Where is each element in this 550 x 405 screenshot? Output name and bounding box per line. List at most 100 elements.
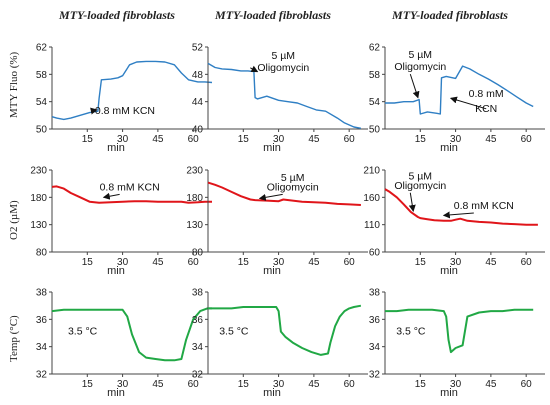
fluo-both-y-tick-label: 62 <box>369 43 381 54</box>
temp-1-y-tick-label: 38 <box>36 288 48 299</box>
fluo-oligo-y-tick-label: 48 <box>192 70 204 81</box>
o2-kcn-annotation: 0.8 mM KCN <box>100 181 160 193</box>
temp-2-x-tick-label: 30 <box>273 379 285 390</box>
o2-both-annotation: 5 µM <box>409 170 433 182</box>
temp-3-x-tick-label: 60 <box>521 379 533 390</box>
o2-kcn-y-tick-label: 130 <box>30 220 47 231</box>
o2-both-x-tick-label: 15 <box>415 257 427 268</box>
o2-both-y-tick-label: 160 <box>363 193 380 204</box>
temp-3-y-tick-label: 32 <box>369 370 381 381</box>
o2-kcn-x-label: min <box>107 265 125 277</box>
o2-oligo-x-tick-label: 60 <box>344 257 356 268</box>
o2-both-annotation-arrow <box>408 192 416 212</box>
temp-2-x-tick-label: 60 <box>344 379 356 390</box>
fluo-both-annotation: Oligomycin <box>394 61 446 73</box>
fluo-both-annotation: 5 µM <box>409 49 433 61</box>
fluo-both-x-tick-label: 45 <box>485 134 497 145</box>
fluo-oligo-y-tick-label: 40 <box>192 125 204 136</box>
fluo-both-x-tick-label: 60 <box>521 134 533 145</box>
fluo-kcn-x-tick-label: 60 <box>188 134 200 145</box>
column-title-2: MTY-loaded fibroblasts <box>215 8 331 22</box>
fluo-both-y-tick-label: 54 <box>369 97 381 108</box>
o2-both-series-line <box>384 188 538 226</box>
fluo-both-series-line <box>385 65 534 115</box>
fluo-kcn-x-tick-label: 15 <box>82 134 94 145</box>
temp-1-x-tick-label: 45 <box>152 379 164 390</box>
o2-both-x-tick-label: 30 <box>450 257 462 268</box>
temp-2-annotation: 3.5 °C <box>219 325 249 337</box>
o2-both-y-tick-label: 110 <box>364 220 380 231</box>
temp-3-annotation: 3.5 °C <box>396 325 426 337</box>
o2-both-y-tick-label: 210 <box>363 166 380 177</box>
o2-oligo-x-tick-label: 45 <box>308 257 320 268</box>
column-title-3: MTY-loaded fibroblasts <box>392 8 508 22</box>
o2-both-annotation: 0.8 mM KCN <box>454 200 514 212</box>
o2-oligo-y-tick-label: 80 <box>192 248 204 259</box>
temp-2-x-tick-label: 15 <box>238 379 250 390</box>
o2-kcn-x-tick-label: 45 <box>152 257 164 268</box>
o2-both-annotation-arrow <box>442 211 474 219</box>
fluo-kcn-y-tick-label: 58 <box>36 70 48 81</box>
temp-1-series-line <box>51 307 212 362</box>
o2-both-y-tick-label: 60 <box>369 248 381 259</box>
fluo-both-x-label: min <box>440 142 458 154</box>
o2-both-x-tick-label: 45 <box>485 257 497 268</box>
temp-2-x-label: min <box>263 387 281 399</box>
temp-2-y-tick-label: 36 <box>192 315 204 326</box>
fluo-oligo-annotation-arrow <box>250 65 259 73</box>
o2-kcn-annotation-arrow <box>102 192 120 200</box>
fluo-both-y-tick-label: 58 <box>369 70 381 81</box>
temp-1-x-label: min <box>107 387 125 399</box>
fluo-both-y-tick-label: 50 <box>369 125 381 136</box>
fluo-kcn-y-tick-label: 54 <box>36 97 48 108</box>
temp-3-y-tick-label: 34 <box>369 342 381 353</box>
fluo-kcn-series-line <box>51 60 213 121</box>
fluo-kcn-y-tick-label: 62 <box>36 43 48 54</box>
fluo-kcn-x-label: min <box>107 142 125 154</box>
fluo-kcn-x-tick-label: 45 <box>152 134 164 145</box>
fluo-oligo-series-line <box>207 62 362 129</box>
fluo-both-x-tick-label: 15 <box>415 134 427 145</box>
fluo-kcn-x-tick-label: 30 <box>117 134 129 145</box>
fluo-kcn-annotation-arrow <box>90 107 98 115</box>
fluo-both-annotation: 0.8 mM <box>469 88 504 100</box>
fluo-oligo-x-tick-label: 30 <box>273 134 285 145</box>
fluo-oligo-x-tick-label: 60 <box>344 134 356 145</box>
temp-3-series-line <box>385 308 534 354</box>
temp-3-x-tick-label: 15 <box>415 379 427 390</box>
fluo-oligo-y-tick-label: 44 <box>192 97 204 108</box>
o2-oligo-y-tick-label: 230 <box>186 166 203 177</box>
o2-oligo-annotation-arrow <box>258 193 283 201</box>
temp-3-x-label: min <box>440 387 458 399</box>
fluo-kcn-annotation: 0.8 mM KCN <box>95 105 155 117</box>
temp-3-x-tick-label: 45 <box>485 379 497 390</box>
temp-3-y-tick-label: 38 <box>369 288 381 299</box>
o2-kcn-y-tick-label: 80 <box>36 248 48 259</box>
fluo-oligo-annotation: 5 µM <box>272 50 296 62</box>
temp-3-y-tick-label: 36 <box>369 315 381 326</box>
o2-kcn-y-tick-label: 230 <box>30 166 47 177</box>
temp-3-x-tick-label: 30 <box>450 379 462 390</box>
temp-1-x-tick-label: 30 <box>117 379 129 390</box>
fluo-kcn-y-tick-label: 50 <box>36 125 48 136</box>
o2-kcn-series-line <box>51 185 212 204</box>
temp-2-y-tick-label: 32 <box>192 370 204 381</box>
temp-1-x-tick-label: 15 <box>82 379 94 390</box>
o2-oligo-annotation: 5 µM <box>281 172 305 184</box>
fluo-both-annotation-arrow <box>409 73 420 99</box>
fluo-both-x-tick-label: 30 <box>450 134 462 145</box>
fluo-both-annotation-arrow <box>449 96 487 110</box>
temp-2-y-tick-label: 38 <box>192 288 204 299</box>
o2-kcn-x-tick-label: 60 <box>188 257 200 268</box>
temp-1-y-tick-label: 32 <box>36 370 48 381</box>
o2-both-annotation: Oligomycin <box>394 180 446 192</box>
column-title-1: MTY-loaded fibroblasts <box>59 8 175 22</box>
fluo-oligo-x-label: min <box>263 142 281 154</box>
temp-1-y-tick-label: 36 <box>36 315 48 326</box>
temp-1-x-tick-label: 60 <box>188 379 200 390</box>
temp-2-x-tick-label: 45 <box>308 379 320 390</box>
temp-1-y-tick-label: 34 <box>36 342 48 353</box>
temp-1-annotation: 3.5 °C <box>68 325 98 337</box>
o2-oligo-y-tick-label: 130 <box>186 220 203 231</box>
